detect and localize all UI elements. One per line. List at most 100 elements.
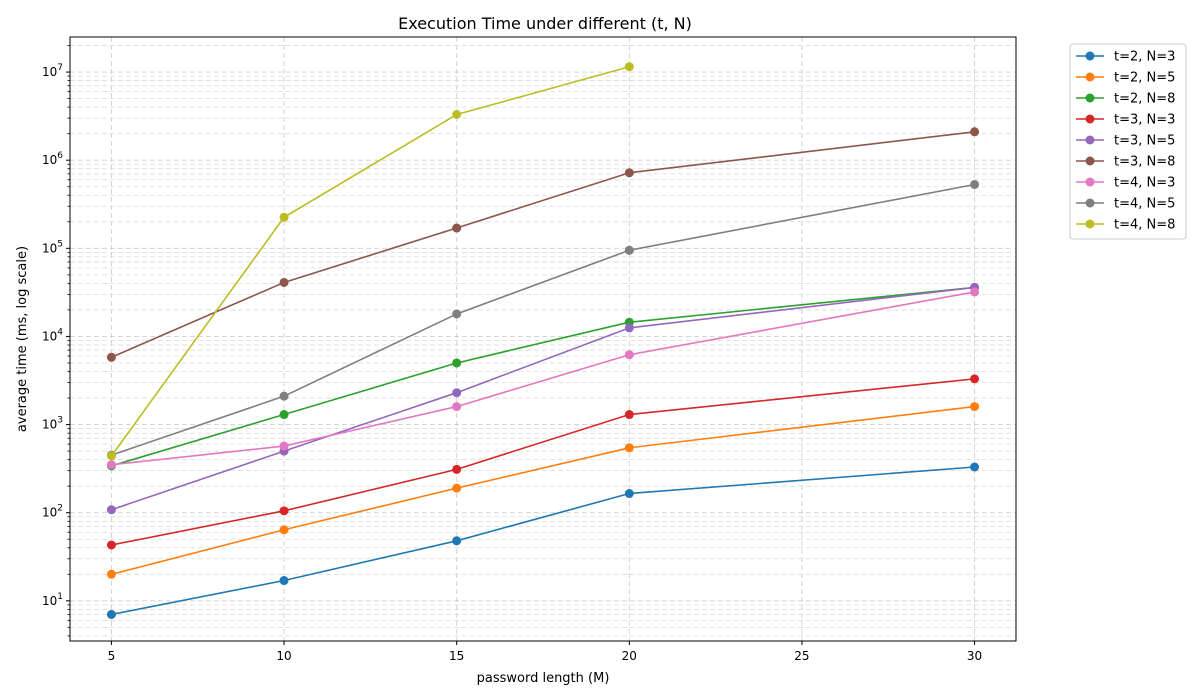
- legend-label: t=3, N=3: [1114, 113, 1175, 128]
- series-2: [106, 402, 980, 579]
- legend-label: t=4, N=8: [1114, 218, 1175, 233]
- legend-item: t=3, N=5: [1076, 134, 1175, 149]
- y-tick-label: 102: [42, 504, 63, 520]
- data-point: [624, 443, 634, 453]
- legend-label: t=3, N=8: [1114, 155, 1175, 170]
- data-point: [970, 287, 980, 297]
- data-point: [279, 506, 289, 516]
- x-axis-label: password length (M): [477, 671, 610, 686]
- y-tick-label: 101: [42, 592, 63, 608]
- plot-frame: [69, 36, 1017, 642]
- data-point: [279, 391, 289, 401]
- y-tick-label: 107: [42, 63, 63, 79]
- legend-label: t=4, N=5: [1114, 197, 1175, 212]
- data-point: [970, 374, 980, 384]
- data-point: [452, 358, 462, 368]
- y-tick-label: 105: [42, 239, 63, 255]
- y-tick-label: 106: [42, 151, 63, 167]
- data-point: [279, 277, 289, 287]
- data-point: [452, 388, 462, 398]
- series-5: [106, 282, 980, 515]
- data-point: [279, 410, 289, 420]
- series-7: [106, 287, 980, 470]
- data-point: [970, 402, 980, 412]
- legend-frame: [1069, 43, 1187, 240]
- x-tick-label: 25: [794, 649, 809, 663]
- data-point: [452, 109, 462, 119]
- data-point: [624, 489, 634, 499]
- data-point: [624, 350, 634, 360]
- data-point: [624, 323, 634, 333]
- data-point: [106, 460, 116, 470]
- y-tick-label: 104: [42, 327, 63, 343]
- data-point: [106, 451, 116, 461]
- data-point: [624, 168, 634, 178]
- x-tick-label: 15: [449, 649, 464, 663]
- data-point: [624, 62, 634, 72]
- legend-marker: [1085, 177, 1095, 187]
- data-point: [452, 309, 462, 319]
- legend-marker: [1085, 156, 1095, 166]
- y-tick-label: 103: [42, 416, 63, 432]
- legend-item: t=2, N=3: [1076, 50, 1175, 65]
- data-point: [452, 223, 462, 233]
- series-6: [106, 127, 980, 362]
- legend-label: t=2, N=8: [1114, 92, 1175, 107]
- series-line: [111, 405, 975, 576]
- legend-marker: [1085, 72, 1095, 82]
- data-point: [452, 464, 462, 474]
- x-tick-label: 10: [276, 649, 291, 663]
- data-point: [279, 441, 289, 451]
- data-point: [970, 179, 980, 189]
- data-point: [106, 352, 116, 362]
- data-point: [624, 410, 634, 420]
- data-point: [106, 569, 116, 579]
- data-point: [279, 576, 289, 586]
- grid-lines: [70, 37, 1016, 641]
- series-line: [111, 291, 975, 466]
- legend-marker: [1085, 51, 1095, 61]
- series-9: [106, 62, 634, 461]
- data-point: [279, 212, 289, 222]
- legend-item: t=4, N=3: [1076, 176, 1175, 191]
- data-point: [452, 402, 462, 412]
- legend-item: t=3, N=3: [1076, 113, 1175, 128]
- y-axis-ticks: 101 102 103 104 105 106 107: [42, 45, 70, 637]
- data-point: [279, 525, 289, 535]
- data-point: [452, 483, 462, 493]
- legend-marker: [1085, 198, 1095, 208]
- legend-label: t=4, N=3: [1114, 176, 1175, 191]
- x-axis-ticks: 5 10 15 20 25 30: [108, 641, 982, 663]
- legend-label: t=3, N=5: [1114, 134, 1175, 149]
- y-axis-label: average time (ms, log scale): [15, 246, 30, 432]
- data-point: [624, 245, 634, 255]
- data-point: [970, 127, 980, 137]
- legend-label: t=2, N=3: [1114, 50, 1175, 65]
- series-1: [106, 462, 980, 619]
- legend-marker: [1085, 219, 1095, 229]
- legend-item: t=2, N=5: [1076, 71, 1175, 86]
- data-point: [106, 505, 116, 515]
- legend-item: t=4, N=5: [1076, 197, 1175, 212]
- x-tick-label: 20: [622, 649, 637, 663]
- series-line: [111, 378, 975, 546]
- series-line: [111, 131, 975, 359]
- series-line: [110, 65, 630, 457]
- legend-marker: [1085, 114, 1095, 124]
- legend: t=2, N=3 t=2, N=5 t=2, N=8 t=3, N=3 t=3, N=5…: [1069, 43, 1187, 240]
- legend-item: t=2, N=8: [1076, 92, 1175, 107]
- legend-item: t=3, N=8: [1076, 155, 1175, 170]
- data-point: [106, 609, 116, 619]
- x-tick-label: 5: [108, 649, 116, 663]
- series-line: [111, 183, 975, 456]
- legend-label: t=2, N=5: [1114, 71, 1175, 86]
- series-layer: [106, 62, 980, 619]
- x-tick-label: 30: [967, 649, 982, 663]
- legend-marker: [1085, 135, 1095, 145]
- legend-item: t=4, N=8: [1076, 218, 1175, 233]
- legend-marker: [1085, 93, 1095, 103]
- data-point: [970, 462, 980, 472]
- data-point: [106, 540, 116, 550]
- chart-title: Execution Time under different (t, N): [398, 14, 692, 33]
